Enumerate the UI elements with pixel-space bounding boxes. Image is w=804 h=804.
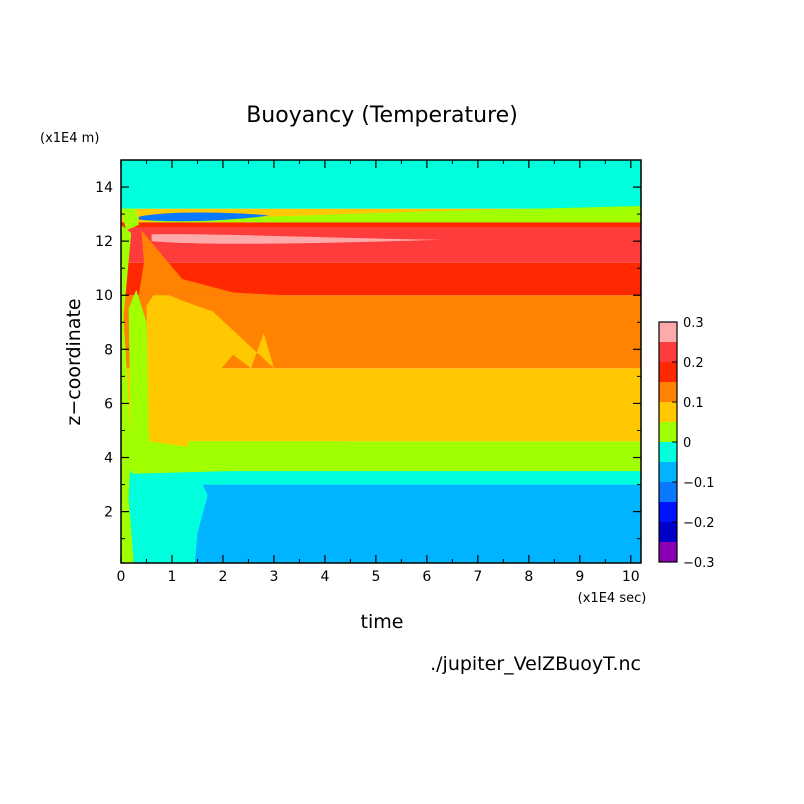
x-unit-label: (x1E4 sec) bbox=[578, 591, 647, 606]
x-tick-label: 5 bbox=[371, 569, 380, 585]
x-tick-label: 8 bbox=[524, 569, 533, 585]
colorbar-swatch bbox=[659, 462, 677, 482]
colorbar-swatch bbox=[659, 342, 677, 362]
colorbar-swatch bbox=[659, 362, 677, 382]
colorbar-swatch bbox=[659, 422, 677, 442]
x-tick-label: 10 bbox=[622, 569, 640, 585]
colorbar-swatch bbox=[659, 402, 677, 422]
min-region-core bbox=[143, 214, 203, 219]
chart-title: Buoyancy (Temperature) bbox=[246, 103, 518, 128]
heatmap-field bbox=[121, 160, 641, 563]
upper-green-tongue bbox=[136, 205, 641, 223]
transient-top-corner bbox=[121, 208, 139, 231]
band-0 bbox=[121, 484, 641, 563]
x-tick-label: 6 bbox=[422, 569, 431, 585]
colorbar-label: −0.1 bbox=[683, 476, 715, 491]
band-9 bbox=[121, 160, 641, 209]
x-tick-label: 4 bbox=[320, 569, 329, 585]
plot-frame bbox=[120, 159, 642, 564]
y-tick-label: 4 bbox=[104, 451, 113, 467]
x-tick-label: 2 bbox=[218, 569, 227, 585]
y-tick-label: 10 bbox=[95, 288, 113, 304]
y-tick-label: 2 bbox=[104, 505, 113, 521]
colorbar-label: 0.3 bbox=[683, 316, 704, 331]
colorbar-swatch bbox=[659, 322, 677, 342]
colorbar-swatch bbox=[659, 502, 677, 522]
colorbar-swatch bbox=[659, 442, 677, 462]
y-tick-label: 14 bbox=[95, 180, 113, 196]
y-axis-label: z−coordinate bbox=[63, 298, 85, 425]
band-6 bbox=[121, 227, 641, 263]
y-unit-label: (x1E4 m) bbox=[40, 131, 99, 146]
y-tick-label: 8 bbox=[104, 342, 113, 358]
transient-left-edge bbox=[121, 224, 134, 563]
max-region bbox=[151, 234, 443, 244]
colorbar-label: −0.2 bbox=[683, 516, 715, 531]
colorbar-label: 0.1 bbox=[683, 396, 704, 411]
y-tick-label: 6 bbox=[104, 396, 113, 412]
x-tick-label: 1 bbox=[168, 569, 177, 585]
band-1 bbox=[121, 471, 641, 485]
transient-lower-cyan bbox=[121, 471, 216, 563]
colorbar-label: −0.3 bbox=[683, 556, 715, 571]
colorbar-label: 0 bbox=[683, 436, 691, 451]
colorbar-label: 0.2 bbox=[683, 356, 704, 371]
x-tick-label: 7 bbox=[473, 569, 482, 585]
colorbar-swatch bbox=[659, 542, 677, 562]
colorbar-swatch bbox=[659, 522, 677, 542]
band-7 bbox=[121, 222, 641, 228]
transient-orange-intrusion bbox=[138, 230, 285, 296]
x-tick-label: 9 bbox=[575, 569, 584, 585]
y-tick-label: 12 bbox=[95, 234, 113, 250]
x-axis: 0 1 2 3 4 5 6 7 8 9 10 bbox=[117, 160, 640, 585]
x-tick-label: 0 bbox=[117, 569, 126, 585]
colorbar-swatch bbox=[659, 382, 677, 402]
x-axis-label: time bbox=[361, 611, 404, 633]
colorbar: −0.3 −0.2 −0.1 0 0.1 0.2 0.3 bbox=[658, 316, 715, 571]
transient-green-wedge bbox=[128, 289, 341, 474]
y-axis: 2 4 6 8 10 12 14 bbox=[95, 180, 641, 540]
x-tick-label: 3 bbox=[269, 569, 278, 585]
colorbar-swatch bbox=[659, 482, 677, 502]
source-label: ./jupiter_VelZBuoyT.nc bbox=[430, 653, 641, 675]
transient-yellow-fingers bbox=[146, 289, 274, 447]
